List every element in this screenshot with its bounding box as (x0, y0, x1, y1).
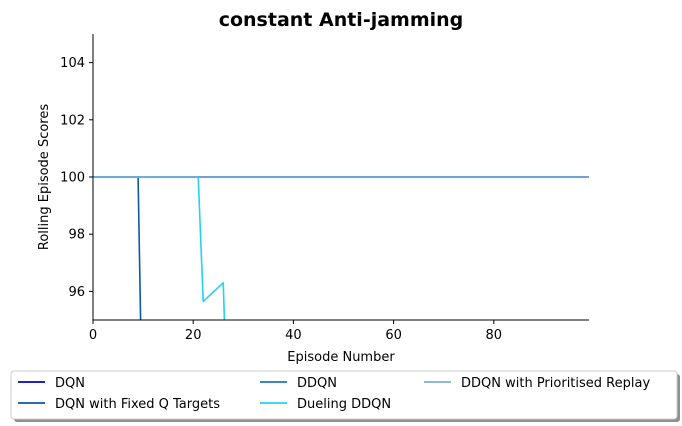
series-line-dueling-ddqn (93, 176, 226, 320)
y-tick-label: 104 (60, 56, 85, 71)
legend-item: Dueling DDQN (260, 397, 391, 412)
series-layer (93, 176, 589, 320)
legend: DQN DQN with Fixed Q Targets DDQN Dueling D… (10, 370, 680, 422)
legend-label: DQN (55, 376, 85, 391)
y-tick-label: 102 (60, 113, 85, 128)
legend-label: DDQN with Prioritised Replay (461, 376, 650, 391)
y-tick-label: 100 (60, 171, 85, 186)
legend-item: DQN (18, 376, 85, 391)
y-tick-label: 96 (68, 285, 85, 300)
y-ticks: 96 98 100 102 104 (60, 56, 93, 300)
legend-item: DDQN (260, 376, 337, 391)
x-tick-label: 80 (486, 328, 503, 343)
x-axis-label: Episode Number (287, 350, 395, 365)
legend-label: DQN with Fixed Q Targets (55, 397, 220, 412)
legend-item: DDQN with Prioritised Replay (424, 376, 650, 391)
series-line-dqn-with-fixed-q-targets (93, 176, 142, 320)
legend-box (10, 370, 678, 420)
x-tick-label: 20 (185, 328, 202, 343)
legend-item: DQN with Fixed Q Targets (18, 397, 220, 412)
x-tick-label: 0 (89, 328, 97, 343)
legend-label: DDQN (297, 376, 337, 391)
x-tick-label: 60 (385, 328, 402, 343)
chart-title: constant Anti-jamming (219, 9, 464, 31)
x-tick-label: 40 (285, 328, 302, 343)
legend-label: Dueling DDQN (297, 397, 391, 412)
x-ticks: 0 20 40 60 80 (89, 320, 502, 343)
y-axis-label: Rolling Episode Scores (37, 104, 52, 250)
y-tick-label: 98 (68, 228, 85, 243)
